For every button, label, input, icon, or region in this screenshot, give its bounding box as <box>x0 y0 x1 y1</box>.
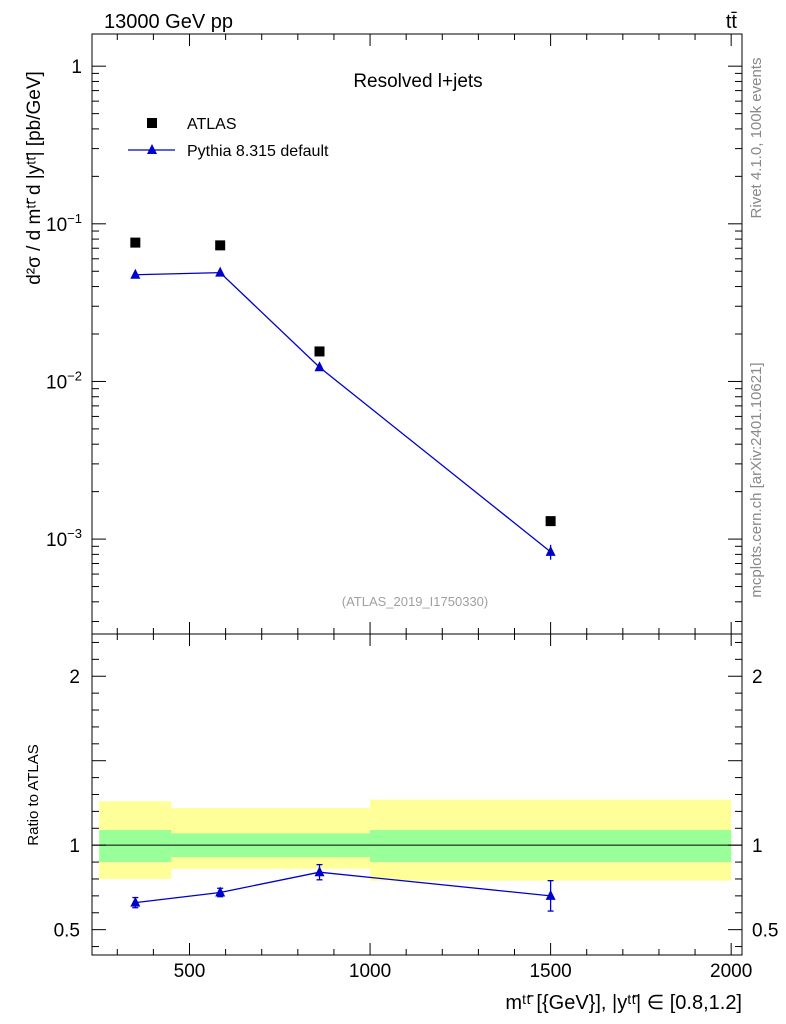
ratio-green-band <box>370 829 732 863</box>
pythia-point <box>130 268 141 279</box>
ratio-uncertainty-bands <box>99 799 732 881</box>
x-tick-label: 1000 <box>349 961 391 982</box>
x-tick-label: 2000 <box>710 961 752 982</box>
atlas-point <box>215 240 226 251</box>
legend: ATLAS Pythia 8.315 default <box>128 116 329 160</box>
ratio-y-axis-label: Ratio to ATLAS <box>25 744 42 845</box>
pythia-point <box>314 361 325 372</box>
process-label: tt̄ <box>726 11 738 33</box>
pythia-point <box>545 545 556 556</box>
ratio-point <box>215 886 226 897</box>
x-axis-label: mᵗᵗ̄ [{GeV}], |yᵗᵗ̄| ∈ [0.8,1.2] <box>505 992 742 1014</box>
ratio-y-tick-label: 0.5 <box>54 921 80 942</box>
x-tick-label: 500 <box>174 961 206 982</box>
ratio-line <box>135 871 551 904</box>
energy-label: 13000 GeV pp <box>104 11 233 33</box>
atlas-point <box>545 516 556 527</box>
mcplots-credit-label: mcplots.cern.ch [arXiv:2401.10621] <box>748 362 765 597</box>
main-y-tick-label: 10−2 <box>46 368 82 393</box>
main-y-tick-label: 10−1 <box>46 211 82 236</box>
main-y-tick-labels: 1 10−1 10−2 10−3 <box>46 57 82 551</box>
ratio-point <box>545 889 556 900</box>
analysis-watermark: (ATLAS_2019_I1750330) <box>342 594 488 609</box>
legend-atlas-marker <box>147 118 157 128</box>
pythia-point <box>215 266 226 277</box>
atlas-point <box>314 346 325 357</box>
ratio-point <box>314 866 325 877</box>
ratio-y-tick-label-right: 1 <box>752 836 763 857</box>
main-y-tick-label: 10−3 <box>46 526 82 551</box>
main-y-axis-label: d²σ / d mᵗᵗ̄ d |yᵗᵗ̄| [pb/GeV] <box>24 71 45 285</box>
ratio-data-layer <box>130 863 556 912</box>
main-title: Resolved l+jets <box>353 71 482 92</box>
rivet-version-label: Rivet 4.1.0, 100k events <box>748 58 765 219</box>
ratio-y-tick-label: 2 <box>69 667 80 688</box>
main-axis-ticks <box>92 34 742 634</box>
main-y-tick-label: 1 <box>71 57 82 78</box>
ratio-y-tick-label: 1 <box>69 836 80 857</box>
ratio-green-band <box>99 829 172 863</box>
ratio-point <box>130 896 141 907</box>
ratio-y-tick-labels: 0.5 0.5 1 1 2 2 <box>54 667 779 941</box>
main-data-layer <box>130 237 556 560</box>
pythia-line <box>135 271 552 553</box>
legend-atlas-label: ATLAS <box>187 116 237 133</box>
x-tick-labels: 500 1000 1500 2000 <box>174 961 753 982</box>
main-panel: 1 10−1 10−2 10−3 Resolved l+jets (ATLAS_201… <box>24 33 743 635</box>
ratio-y-tick-label-right: 0.5 <box>752 921 778 942</box>
legend-pythia-marker <box>147 144 157 154</box>
ratio-panel: 0.5 0.5 1 1 2 2 500 1000 1500 2000 Ratio to ATLA… <box>25 633 779 1014</box>
legend-pythia-label: Pythia 8.315 default <box>187 143 329 160</box>
x-tick-label: 1500 <box>529 961 571 982</box>
ratio-axis-ticks <box>92 634 742 955</box>
ratio-y-tick-label-right: 2 <box>752 667 763 688</box>
atlas-point <box>130 237 141 248</box>
ratio-plot-frame <box>91 633 743 956</box>
